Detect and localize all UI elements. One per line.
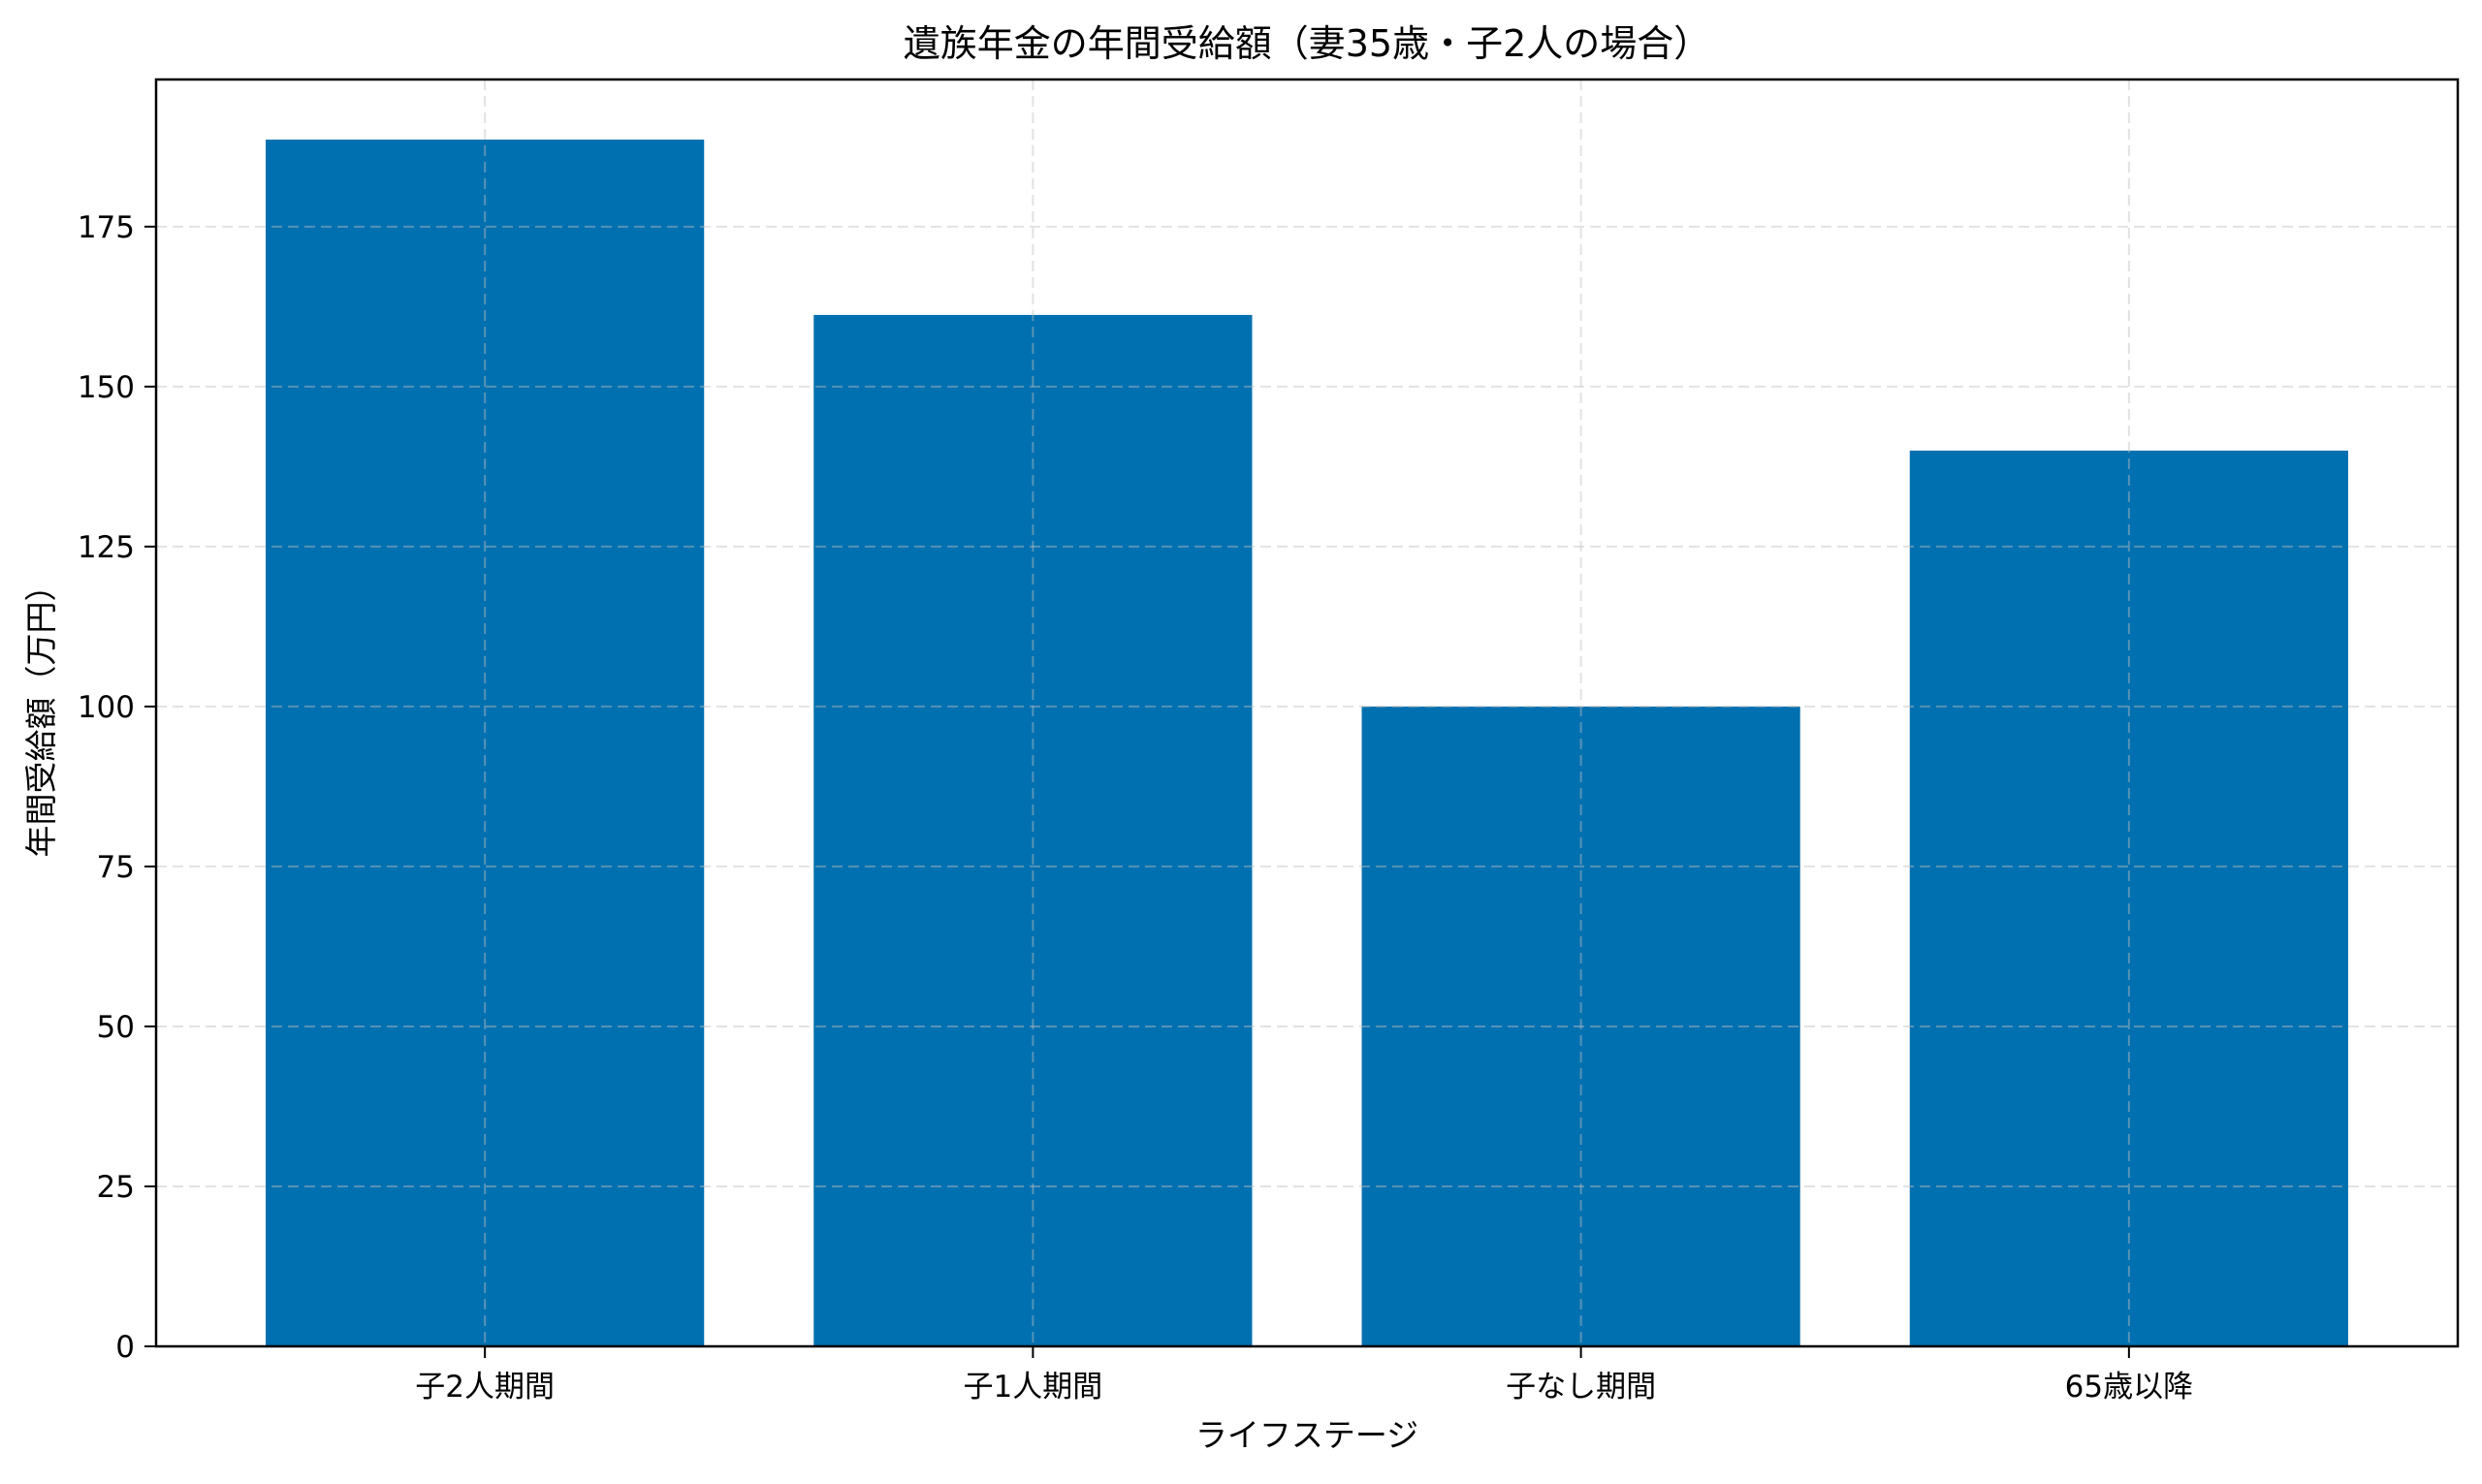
bar-1	[813, 314, 1253, 1346]
x-tick-label: 子なし期間	[1506, 1370, 1656, 1405]
y-axis: 0 25 50 75 100 125 150 175	[78, 210, 156, 1365]
chart-title: 遺族年金の年間受給額（妻35歳・子2人の場合）	[904, 22, 1711, 65]
axes-frame	[154, 78, 2460, 1348]
y-tick-label: 25	[97, 1170, 135, 1205]
x-tick-label: 65歳以降	[2065, 1370, 2193, 1405]
x-tick-label: 子2人期間	[415, 1370, 555, 1405]
bar-3	[1909, 450, 2348, 1346]
bars-group	[266, 140, 2348, 1346]
grid-lines	[156, 79, 2458, 1346]
x-axis: 子2人期間 子1人期間 子なし期間 65歳以降	[415, 1346, 2193, 1405]
y-tick-label: 0	[115, 1330, 135, 1365]
x-axis-label: ライフステージ	[1195, 1416, 1418, 1454]
y-tick-label: 100	[78, 690, 135, 725]
bar-2	[1361, 706, 1800, 1346]
y-axis-label: 年間受給額（万円）	[22, 570, 60, 858]
y-tick-label: 125	[78, 530, 135, 565]
y-tick-label: 150	[78, 370, 135, 405]
x-tick-label: 子1人期間	[964, 1370, 1103, 1405]
y-tick-label: 50	[97, 1010, 135, 1045]
y-tick-label: 175	[78, 210, 135, 245]
bar-0	[266, 140, 705, 1346]
plot-area	[154, 78, 2460, 1348]
y-tick-label: 75	[97, 850, 135, 885]
